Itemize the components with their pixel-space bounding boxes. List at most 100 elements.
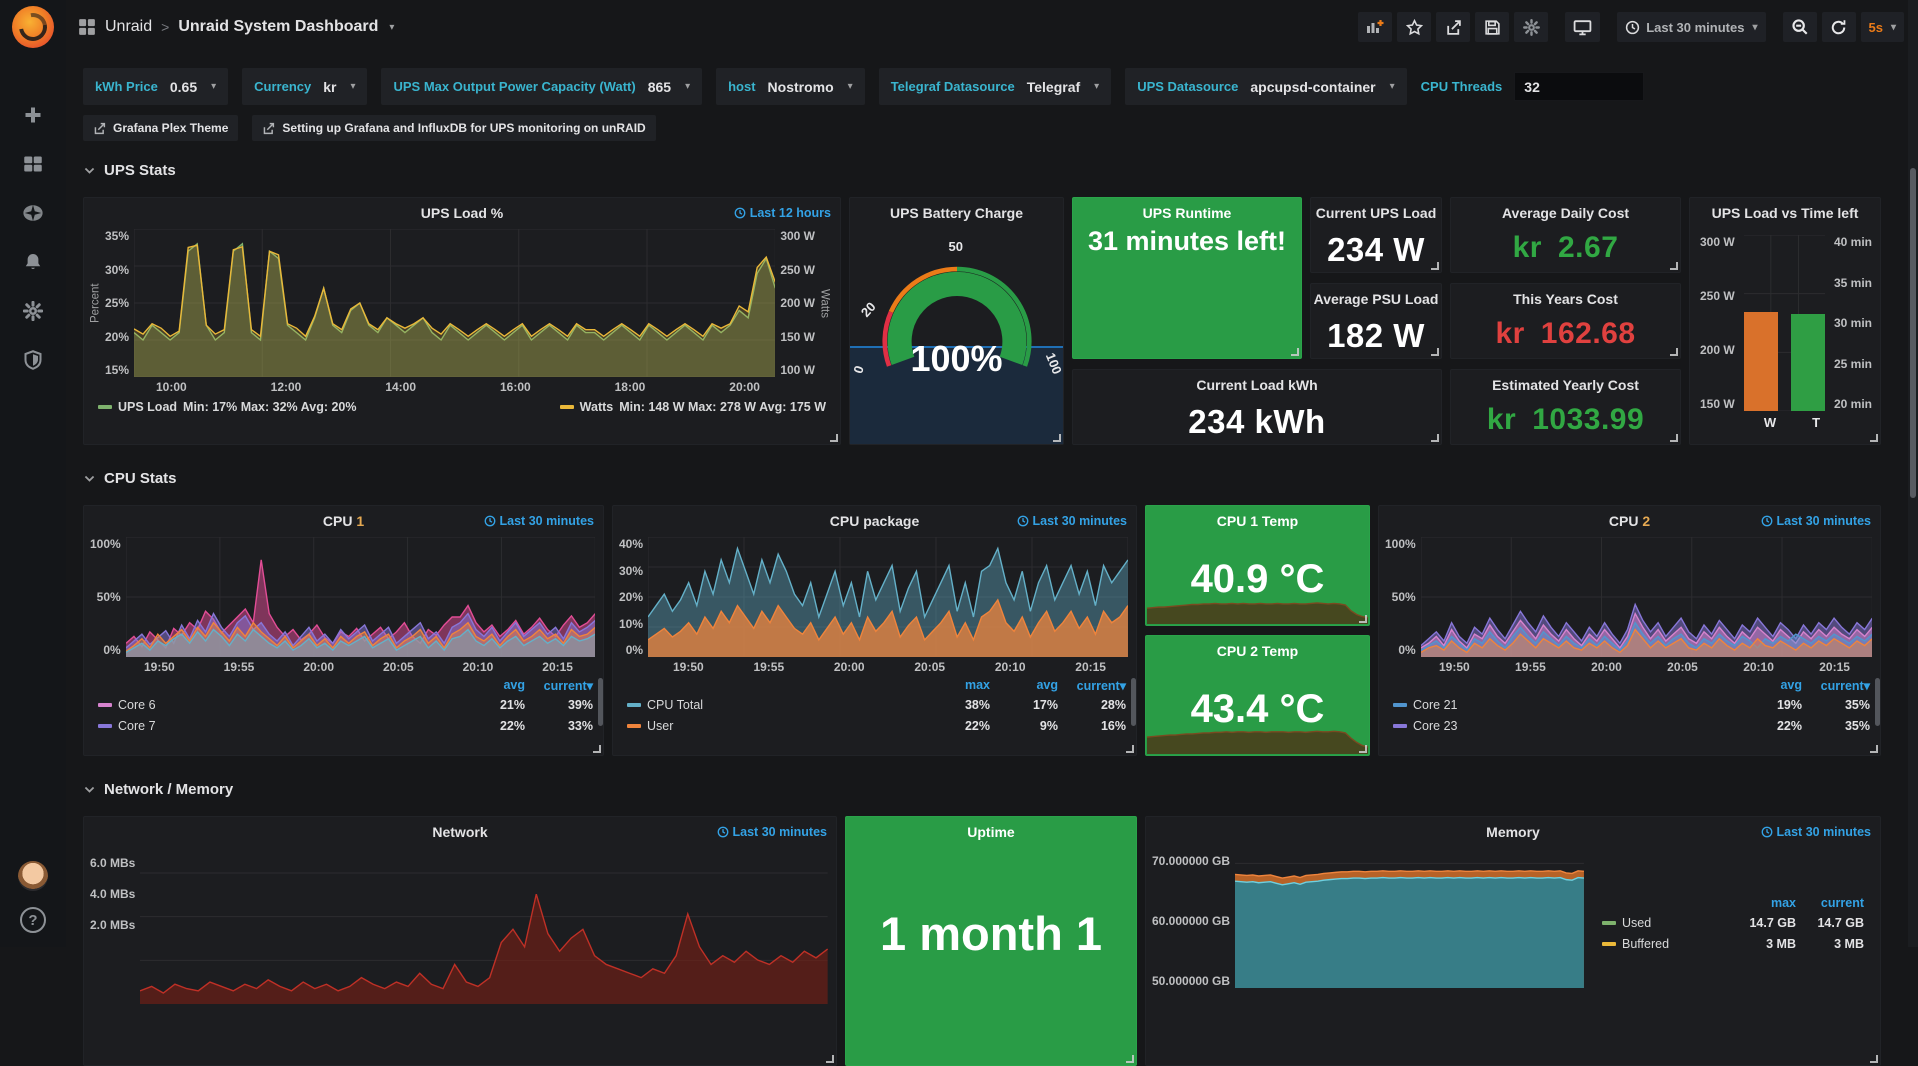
refresh-button[interactable] <box>1822 12 1856 42</box>
legend-swatch[interactable] <box>627 703 641 707</box>
legend-column-header[interactable]: avg <box>463 678 525 692</box>
panel-time-range[interactable]: Last 30 minutes <box>1761 514 1871 528</box>
configuration-gear-icon[interactable] <box>16 296 50 326</box>
legend-column-header[interactable]: max <box>1734 896 1796 910</box>
panel-title[interactable]: Average Daily Cost <box>1451 198 1680 225</box>
star-button[interactable] <box>1397 12 1431 42</box>
link-ups-monitoring-guide[interactable]: Setting up Grafana and InfluxDB for UPS … <box>252 115 655 141</box>
legend-scrollbar[interactable] <box>1875 678 1880 726</box>
dashboard-settings-button[interactable] <box>1514 12 1548 42</box>
cpu2-plot[interactable] <box>1421 537 1872 657</box>
legend-series-name[interactable]: Used <box>1622 916 1728 930</box>
legend-swatch[interactable] <box>1602 942 1616 946</box>
panel-time-range[interactable]: Last 30 minutes <box>717 825 827 839</box>
panel-title[interactable]: UPS Runtime <box>1073 198 1301 225</box>
legend-swatch[interactable] <box>627 724 641 728</box>
breadcrumb-root[interactable]: Unraid <box>105 18 152 36</box>
help-icon[interactable]: ? <box>20 907 46 933</box>
legend-column-header[interactable]: current▾ <box>1064 678 1126 693</box>
variable-currency[interactable]: Currency kr ▾ <box>242 68 367 105</box>
zoom-out-button[interactable] <box>1783 12 1817 42</box>
legend-scrollbar[interactable] <box>1131 678 1136 726</box>
legend-series-name[interactable]: Core 23 <box>1413 719 1734 733</box>
legend-column-header[interactable]: avg <box>996 678 1058 692</box>
panel-title[interactable]: Current Load kWh <box>1073 370 1441 397</box>
section-cpu-stats[interactable]: CPU Stats <box>83 463 1918 493</box>
variable-kwh-price[interactable]: kWh Price 0.65 ▾ <box>83 68 228 105</box>
cpu1-plot[interactable] <box>126 537 595 657</box>
cpu-package-plot[interactable] <box>648 537 1128 657</box>
panel-title[interactable]: UPS Load vs Time left <box>1690 198 1880 225</box>
legend-series-name[interactable]: UPS Load <box>118 400 177 414</box>
add-panel-button[interactable] <box>1358 12 1392 42</box>
save-button[interactable] <box>1475 12 1509 42</box>
server-admin-shield-icon[interactable] <box>16 345 50 375</box>
bar-watts[interactable] <box>1744 312 1778 411</box>
axis-tick: 20 min <box>1834 397 1872 411</box>
ups-load-plot[interactable] <box>134 229 775 377</box>
legend-column-header[interactable]: current▾ <box>1808 678 1870 693</box>
dashboards-icon[interactable] <box>16 149 50 179</box>
time-range-picker[interactable]: Last 30 minutes ▾ <box>1617 12 1765 42</box>
panel-title[interactable]: Average PSU Load <box>1311 284 1441 311</box>
panel-title[interactable]: CPU 2 Temp <box>1146 636 1369 663</box>
chevron-down-icon[interactable]: ▾ <box>389 22 394 33</box>
panel-title[interactable]: Uptime <box>846 817 1136 844</box>
share-button[interactable] <box>1436 12 1470 42</box>
explore-compass-icon[interactable] <box>16 198 50 228</box>
legend-swatch[interactable] <box>1393 703 1407 707</box>
panel-title[interactable]: Current UPS Load <box>1311 198 1441 225</box>
legend-series-name[interactable]: CPU Total <box>647 698 922 712</box>
legend-column-header[interactable]: avg <box>1740 678 1802 692</box>
alerting-bell-icon[interactable] <box>16 247 50 277</box>
legend-column-header[interactable]: current▾ <box>531 678 593 693</box>
grafana-logo[interactable] <box>12 6 54 48</box>
variable-ups-datasource[interactable]: UPS Datasource apcupsd-container ▾ <box>1125 68 1406 105</box>
section-network-memory[interactable]: Network / Memory <box>83 774 1918 804</box>
legend-swatch[interactable] <box>1393 724 1407 728</box>
variable-ups-max-output[interactable]: UPS Max Output Power Capacity (Watt) 865… <box>381 68 702 105</box>
panel-title[interactable]: Estimated Yearly Cost <box>1451 370 1680 397</box>
section-ups-stats[interactable]: UPS Stats <box>83 155 1918 185</box>
panel-title[interactable]: UPS Battery Charge <box>850 198 1063 225</box>
legend-series-name[interactable]: Core 21 <box>1413 698 1734 712</box>
legend-column-header[interactable]: max <box>928 678 990 692</box>
legend-swatch[interactable] <box>98 405 112 409</box>
bar-plot[interactable] <box>1744 235 1825 411</box>
panel-title[interactable]: UPS Load % <box>84 198 840 225</box>
panel-title[interactable]: This Years Cost <box>1451 284 1680 311</box>
legend-series-name[interactable]: Buffered <box>1622 937 1728 951</box>
variable-host[interactable]: host Nostromo ▾ <box>716 68 865 105</box>
tv-mode-button[interactable] <box>1565 12 1600 42</box>
legend-series-name[interactable]: Core 7 <box>118 719 457 733</box>
panel-time-range[interactable]: Last 30 minutes <box>484 514 594 528</box>
refresh-interval-picker[interactable]: 5s ▾ <box>1861 12 1905 42</box>
page-scrollbar[interactable] <box>1908 0 1918 947</box>
legend-swatch[interactable] <box>560 405 574 409</box>
legend-scrollbar[interactable] <box>598 678 603 726</box>
cpu-threads-input[interactable] <box>1514 72 1644 101</box>
legend-swatch[interactable] <box>1602 921 1616 925</box>
plus-icon[interactable] <box>16 100 50 130</box>
legend-swatch[interactable] <box>98 703 112 707</box>
panel-time-range[interactable]: Last 30 minutes <box>1017 514 1127 528</box>
link-grafana-plex-theme[interactable]: Grafana Plex Theme <box>83 115 238 141</box>
network-plot[interactable] <box>140 848 828 1004</box>
legend-series-name[interactable]: Core 6 <box>118 698 457 712</box>
memory-plot[interactable] <box>1235 848 1584 988</box>
panel-time-range[interactable]: Last 12 hours <box>734 206 831 220</box>
panel-time-range[interactable]: Last 30 minutes <box>1761 825 1871 839</box>
bar-time-left[interactable] <box>1791 314 1825 411</box>
gauge-value: 100% <box>850 338 1063 380</box>
breadcrumb-current[interactable]: Unraid System Dashboard <box>178 18 378 36</box>
user-avatar[interactable] <box>18 861 48 891</box>
legend-series-name[interactable]: User <box>647 719 922 733</box>
axis-tick: 200 W <box>780 296 815 310</box>
variable-telegraf-datasource[interactable]: Telegraf Datasource Telegraf ▾ <box>879 68 1112 105</box>
legend-swatch[interactable] <box>98 724 112 728</box>
panel-title[interactable]: CPU 1 Temp <box>1146 506 1369 533</box>
legend-column-header[interactable]: current <box>1802 896 1864 910</box>
scrollbar-thumb[interactable] <box>1910 168 1916 498</box>
legend-series-name[interactable]: Watts <box>580 400 614 414</box>
